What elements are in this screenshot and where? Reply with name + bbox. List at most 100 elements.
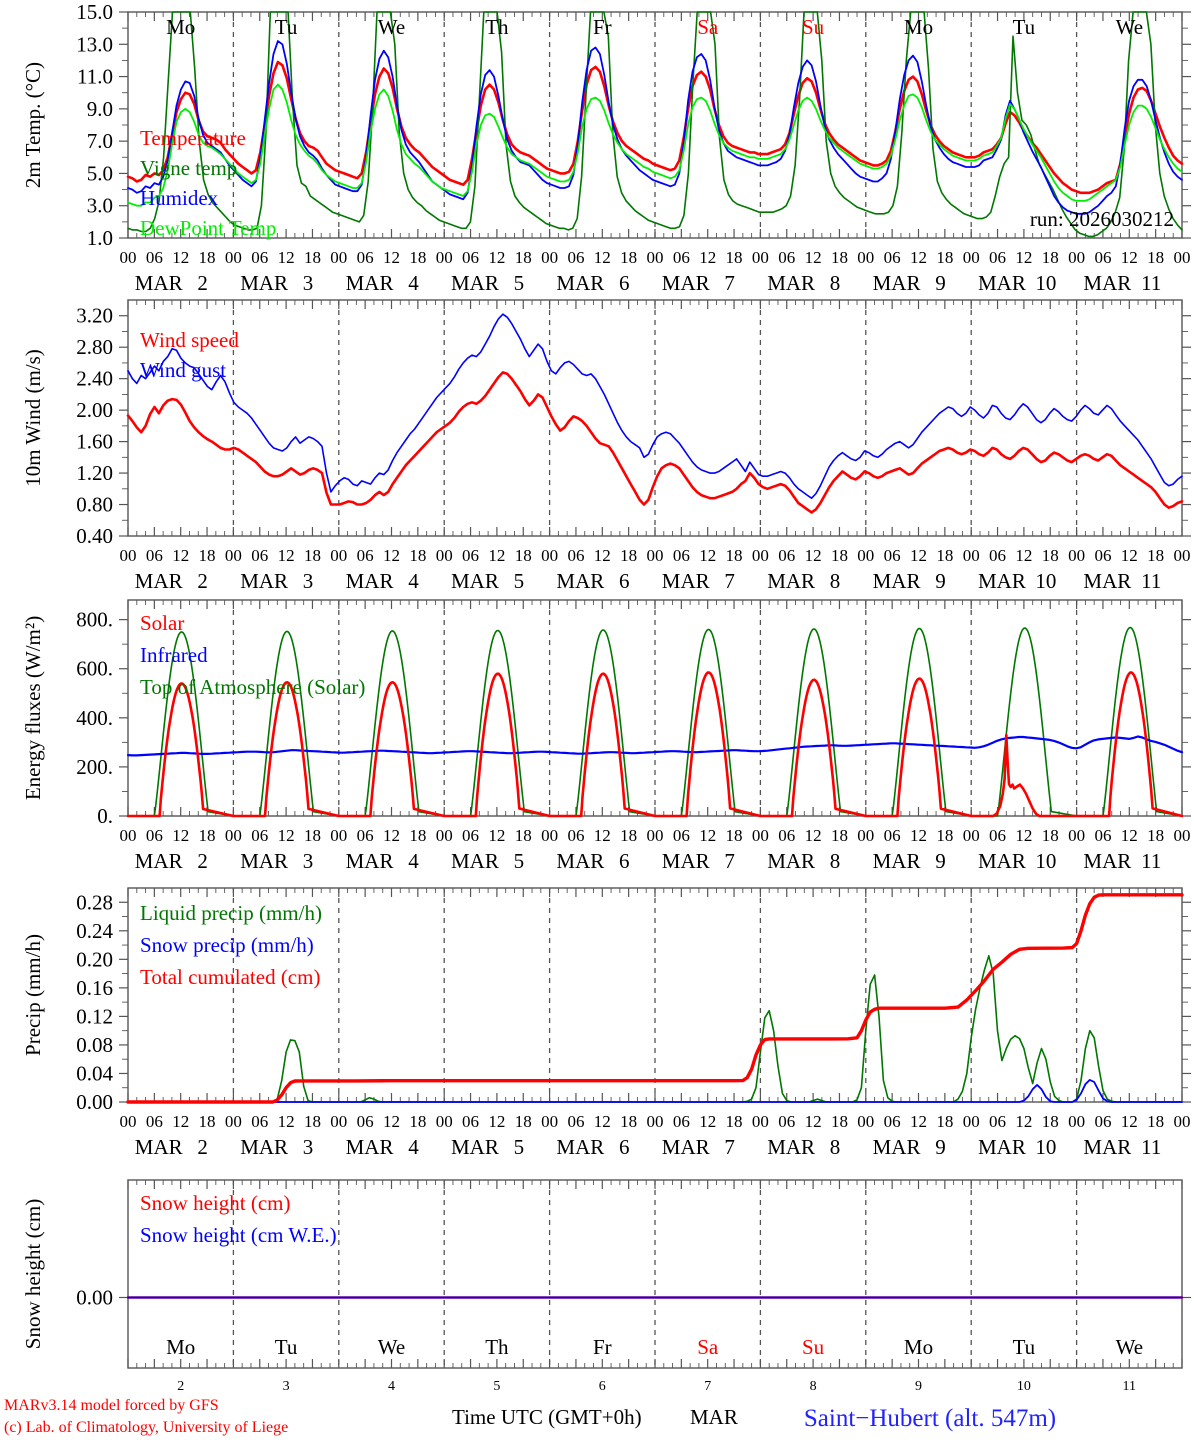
hour-tick-label: 06 bbox=[567, 248, 584, 267]
hour-tick-label: 12 bbox=[172, 1112, 189, 1131]
y-tick-label: 0.24 bbox=[76, 919, 113, 943]
y-axis-label: Precip (mm/h) bbox=[21, 934, 45, 1056]
y-tick-label: 2.80 bbox=[76, 335, 113, 359]
day-number-label: 6 bbox=[619, 271, 630, 295]
hour-tick-label: 18 bbox=[515, 546, 532, 565]
day-number-label: 6 bbox=[619, 849, 630, 873]
hour-tick-label: 06 bbox=[778, 826, 795, 845]
day-number-label: 2 bbox=[197, 849, 208, 873]
y-tick-label: 11.0 bbox=[77, 65, 113, 89]
month-label: MAR bbox=[662, 569, 710, 593]
month-label: MAR bbox=[767, 569, 815, 593]
hour-tick-label: 06 bbox=[1094, 1112, 1111, 1131]
month-label: MAR bbox=[451, 271, 499, 295]
panel-precip: 0.00 0.04 0.08 0.12 0.16 0.20 0.24 0.28 Precip (… bbox=[0, 880, 1194, 1168]
month-label: MAR bbox=[556, 569, 604, 593]
hour-tick-label: 12 bbox=[1015, 546, 1032, 565]
hour-tick-label: 06 bbox=[146, 248, 163, 267]
hour-tick-label: 06 bbox=[1094, 546, 1111, 565]
day-number-label: 5 bbox=[514, 1135, 525, 1159]
hour-tick-label: 18 bbox=[936, 248, 953, 267]
hour-tick-label: 18 bbox=[304, 248, 321, 267]
month-label: MAR bbox=[346, 569, 394, 593]
y-tick-label: 0.00 bbox=[76, 1286, 113, 1310]
hour-tick-label: 12 bbox=[805, 248, 822, 267]
hour-tick-label: 00 bbox=[541, 1112, 558, 1131]
hour-tick-label: 00 bbox=[1068, 826, 1085, 845]
day-number-tick: 10 bbox=[1017, 1379, 1031, 1394]
hour-tick-label: 18 bbox=[1147, 248, 1164, 267]
hour-tick-label: 00 bbox=[330, 1112, 347, 1131]
month-label: MAR bbox=[873, 1135, 921, 1159]
y-tick-label: 0.28 bbox=[76, 890, 113, 914]
hour-tick-label: 12 bbox=[1121, 546, 1138, 565]
hour-tick-label: 00 bbox=[963, 248, 980, 267]
hour-tick-label: 18 bbox=[1042, 546, 1059, 565]
hour-tick-label: 00 bbox=[541, 826, 558, 845]
series-humidex bbox=[127, 40, 1183, 215]
legend-label: Wind speed bbox=[140, 328, 239, 352]
weekday-label: We bbox=[1116, 15, 1143, 39]
hour-tick-label: 00 bbox=[752, 826, 769, 845]
month-label: MAR bbox=[1083, 1135, 1131, 1159]
hour-tick-label: 12 bbox=[172, 826, 189, 845]
day-number-label: 11 bbox=[1141, 849, 1161, 873]
y-tick-label: 2.00 bbox=[76, 398, 113, 422]
hour-tick-label: 00 bbox=[436, 1112, 453, 1131]
y-axis-label: Energy fluxes (W/m²) bbox=[21, 616, 45, 800]
day-number-label: 3 bbox=[303, 849, 314, 873]
day-number-tick: 7 bbox=[704, 1379, 711, 1394]
hour-tick-label: 18 bbox=[726, 1112, 743, 1131]
hour-tick-label: 00 bbox=[225, 1112, 242, 1131]
day-number-label: 10 bbox=[1035, 1135, 1056, 1159]
month-label: MAR bbox=[135, 569, 183, 593]
hour-tick-label: 12 bbox=[699, 546, 716, 565]
series-total-cumulated-cm- bbox=[126, 893, 1184, 1104]
hour-tick-label: 06 bbox=[357, 1112, 374, 1131]
day-number-label: 3 bbox=[303, 271, 314, 295]
hour-tick-label: 18 bbox=[620, 826, 637, 845]
hour-tick-label: 06 bbox=[778, 248, 795, 267]
month-label: MAR bbox=[662, 1135, 710, 1159]
hour-tick-label: 12 bbox=[383, 1112, 400, 1131]
day-number-tick: 8 bbox=[810, 1379, 817, 1394]
hour-tick-label: 06 bbox=[1094, 248, 1111, 267]
hour-tick-label: 18 bbox=[1042, 248, 1059, 267]
month-label: MAR bbox=[978, 569, 1026, 593]
hour-tick-label: 06 bbox=[884, 546, 901, 565]
hour-tick-label: 18 bbox=[515, 1112, 532, 1131]
month-label: MAR bbox=[556, 271, 604, 295]
hour-tick-label: 00 bbox=[647, 1112, 664, 1131]
legend-label: DewPoint Temp bbox=[140, 216, 276, 240]
y-tick-label: 0. bbox=[97, 804, 113, 828]
legend-label: Snow height (cm) bbox=[140, 1191, 290, 1215]
hour-tick-label: 18 bbox=[199, 248, 216, 267]
hour-tick-label: 00 bbox=[330, 546, 347, 565]
hour-tick-label: 00 bbox=[752, 1112, 769, 1131]
day-number-label: 5 bbox=[514, 569, 525, 593]
day-number-label: 10 bbox=[1035, 271, 1056, 295]
y-tick-label: 3.20 bbox=[76, 304, 113, 328]
day-number-label: 3 bbox=[303, 569, 314, 593]
y-tick-label: 800. bbox=[76, 608, 113, 632]
footer-time-axis-label: Time UTC (GMT+0h) bbox=[452, 1405, 642, 1429]
day-number-label: 9 bbox=[935, 1135, 946, 1159]
hour-tick-label: 00 bbox=[436, 546, 453, 565]
hour-tick-label: 12 bbox=[172, 248, 189, 267]
hour-tick-label: 18 bbox=[199, 546, 216, 565]
hour-tick-label: 18 bbox=[936, 1112, 953, 1131]
month-label: MAR bbox=[1083, 569, 1131, 593]
month-label: MAR bbox=[1083, 849, 1131, 873]
day-number-tick: 5 bbox=[493, 1379, 500, 1394]
day-number-label: 6 bbox=[619, 569, 630, 593]
footer-lab-credit: (c) Lab. of Climatology, University of L… bbox=[4, 1419, 288, 1436]
hour-tick-label: 00 bbox=[857, 546, 874, 565]
hour-tick-label: 06 bbox=[146, 546, 163, 565]
hour-tick-label: 06 bbox=[778, 1112, 795, 1131]
series-dewpoint-temp bbox=[127, 83, 1183, 207]
hour-tick-label: 12 bbox=[699, 248, 716, 267]
hour-tick-label: 00 bbox=[963, 826, 980, 845]
y-tick-label: 1.60 bbox=[76, 430, 113, 454]
hour-tick-label: 12 bbox=[488, 546, 505, 565]
hour-tick-label: 06 bbox=[989, 248, 1006, 267]
